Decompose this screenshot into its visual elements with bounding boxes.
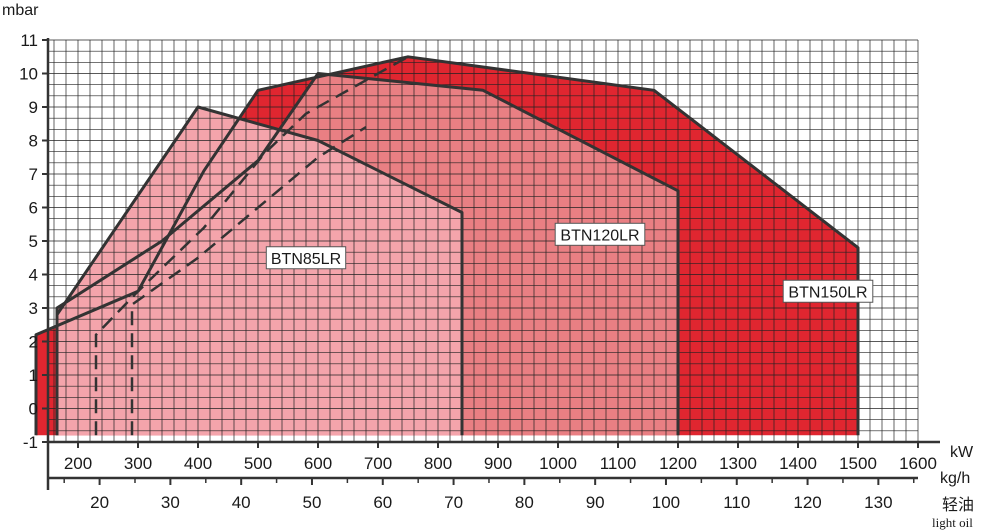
- y-tick-label: 1: [29, 366, 38, 385]
- x2-unit-english-label: light oil: [932, 515, 973, 530]
- x2-unit-chinese-label: 轻油: [942, 496, 974, 514]
- x2-tick-label: 80: [515, 493, 534, 512]
- x-tick-label: 400: [184, 454, 212, 473]
- x-tick-label: 1300: [719, 454, 757, 473]
- y-tick-label: 0: [29, 400, 38, 419]
- capacity-areas: [36, 56, 858, 436]
- x2-tick-label: 20: [90, 493, 109, 512]
- tick-labels: -1 0 1 2 3 4 5 6 7 8 9 10 11 200 300 400 500 600 700 800 900…: [19, 31, 937, 512]
- dashed-line: [130, 126, 367, 436]
- y-tick-label: 9: [29, 98, 38, 117]
- x2-tick-label: 60: [373, 493, 392, 512]
- x2-tick-label: 40: [232, 493, 251, 512]
- x-tick-label: 500: [244, 454, 272, 473]
- x-tick-label: 1000: [539, 454, 577, 473]
- model-label-box: [554, 222, 646, 246]
- area-btn85lr: [57, 107, 462, 436]
- model-label-btn120lr: BTN120LR: [554, 222, 646, 246]
- y-tick-label: 3: [29, 299, 38, 318]
- x2-tick-label: 70: [444, 493, 463, 512]
- outline-btn150lr: [34, 55, 860, 436]
- x2-unit-label: kg/h: [940, 470, 970, 487]
- x-tick-label: 700: [364, 454, 392, 473]
- y-tick-label: 11: [20, 31, 38, 50]
- outline-btn120lr: [55, 72, 680, 436]
- outline-btn85lr: [55, 105, 464, 436]
- x-tick-label: 1500: [839, 454, 877, 473]
- y-tick-label: 4: [29, 266, 38, 285]
- x-tick-label: 1200: [659, 454, 697, 473]
- y-tick-label: 2: [29, 333, 38, 352]
- y-unit-label: mbar: [2, 2, 39, 19]
- x-tick-label: 800: [424, 454, 452, 473]
- y-tick-label: -1: [23, 433, 38, 452]
- unit-labels: mbar kW kg/h 轻油 light oil: [2, 2, 974, 530]
- x2-tick-label: 30: [161, 493, 180, 512]
- area-outlines: [34, 55, 860, 436]
- axes: [42, 38, 940, 490]
- y-tick-label: 5: [29, 232, 38, 251]
- model-label-box: [265, 246, 347, 270]
- x2-tick-label: 130: [864, 493, 892, 512]
- model-label-btn85lr: BTN85LR: [265, 246, 347, 270]
- x-tick-label: 200: [64, 454, 92, 473]
- model-label-text: BTN150LR: [788, 284, 867, 301]
- x2-tick-label: 100: [652, 493, 680, 512]
- y-tick-label: 8: [29, 132, 38, 151]
- x-tick-label: 900: [484, 454, 512, 473]
- dashed-line: [94, 55, 409, 436]
- model-label-text: BTN120LR: [560, 227, 639, 244]
- x-tick-label: 600: [304, 454, 332, 473]
- model-labels: BTN85LR BTN120LR BTN150LR: [265, 222, 874, 303]
- x-tick-label: 1400: [779, 454, 817, 473]
- x-tick-label: 300: [124, 454, 152, 473]
- y-tick-label: 7: [29, 165, 38, 184]
- x2-tick-label: 90: [586, 493, 605, 512]
- x-tick-label: 1100: [600, 454, 637, 473]
- model-label-text: BTN85LR: [271, 251, 341, 268]
- y-tick-label: 10: [19, 65, 38, 84]
- grid-lines: [48, 39, 919, 443]
- x2-tick-label: 50: [303, 493, 322, 512]
- model-label-btn150lr: BTN150LR: [782, 279, 874, 303]
- x2-tick-label: 120: [793, 493, 821, 512]
- dashed-lines: [94, 55, 409, 436]
- y-tick-label: 6: [29, 199, 38, 218]
- x2-tick-label: 110: [723, 493, 750, 512]
- model-label-box: [782, 279, 874, 303]
- x-unit-label: kW: [950, 444, 974, 461]
- x-tick-label: 1600: [899, 454, 937, 473]
